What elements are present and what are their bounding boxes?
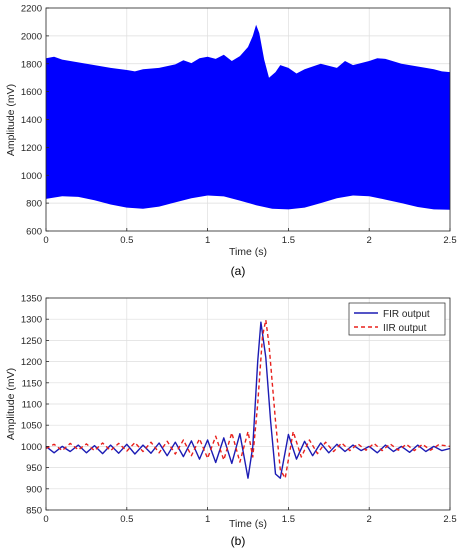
x-tick-label: 1.5 <box>282 235 295 246</box>
signal-envelope-area <box>46 24 450 210</box>
y-tick-label: 600 <box>26 227 42 238</box>
x-tick-label: 0 <box>43 235 48 246</box>
caption-b: (b) <box>231 534 246 548</box>
series-lines-b <box>45 319 451 479</box>
y-tick-label: 1200 <box>21 143 42 154</box>
legend-box <box>348 302 446 336</box>
y-tick-label: 1400 <box>21 115 42 126</box>
y-tick-label: 1000 <box>21 171 42 182</box>
y-tick-label: 1300 <box>21 315 42 326</box>
x-tick-label: 2 <box>367 235 372 246</box>
x-axis-label-a: Time (s) <box>229 246 267 258</box>
y-tick-label: 2200 <box>21 4 42 15</box>
y-tick-label: 900 <box>26 484 42 495</box>
y-tick-label: 1200 <box>21 357 42 368</box>
y-tick-label: 800 <box>26 199 42 210</box>
y-tick-label: 1800 <box>21 59 42 70</box>
y-ticks-b: 850 900 950 1000 1050 1100 1150 1200 1250 1300 135… <box>21 294 49 517</box>
x-tick-label: 2.5 <box>443 514 456 525</box>
y-ticks-a: 600 800 1000 1200 1400 1600 1800 2000 2200 <box>21 4 49 238</box>
y-tick-label: 1350 <box>21 294 42 305</box>
x-tick-label: 1.5 <box>282 514 295 525</box>
panel-a-chart: 0 0.5 1 1.5 2 2.5 600 800 1000 1200 1400 1600 1800 2… <box>5 4 457 279</box>
legend-label-iir: IIR output <box>383 323 427 334</box>
y-axis-label-a: Amplitude (mV) <box>5 84 17 156</box>
y-axis-label-b: Amplitude (mV) <box>5 368 17 440</box>
x-axis-label-b: Time (s) <box>229 518 267 530</box>
y-tick-label: 950 <box>26 463 42 474</box>
caption-a: (a) <box>231 264 246 278</box>
x-tick-label: 2 <box>367 514 372 525</box>
y-tick-label: 1250 <box>21 336 42 347</box>
x-ticks-a: 0 0.5 1 1.5 2 2.5 <box>43 228 457 246</box>
fir-output-line <box>45 321 451 479</box>
x-tick-label: 1 <box>205 235 210 246</box>
x-tick-label: 0 <box>43 514 48 525</box>
y-tick-label: 2000 <box>21 31 42 42</box>
x-tick-label: 0.5 <box>120 514 133 525</box>
iir-output-line <box>45 319 451 479</box>
legend: FIR output IIR output <box>348 302 446 336</box>
y-tick-label: 1100 <box>22 400 42 411</box>
x-tick-label: 2.5 <box>443 235 456 246</box>
y-tick-label: 1600 <box>21 87 42 98</box>
y-tick-label: 850 <box>26 506 42 517</box>
x-ticks-b: 0 0.5 1 1.5 2 2.5 <box>43 507 457 525</box>
y-tick-label: 1150 <box>22 378 42 389</box>
legend-label-fir: FIR output <box>383 309 430 320</box>
x-tick-label: 0.5 <box>120 235 133 246</box>
panel-b-chart: 0 0.5 1 1.5 2 2.5 850 900 950 1000 1050 1100 1150 12… <box>5 294 457 549</box>
y-tick-label: 1000 <box>21 442 42 453</box>
y-tick-label: 1050 <box>21 421 42 432</box>
x-tick-label: 1 <box>205 514 210 525</box>
